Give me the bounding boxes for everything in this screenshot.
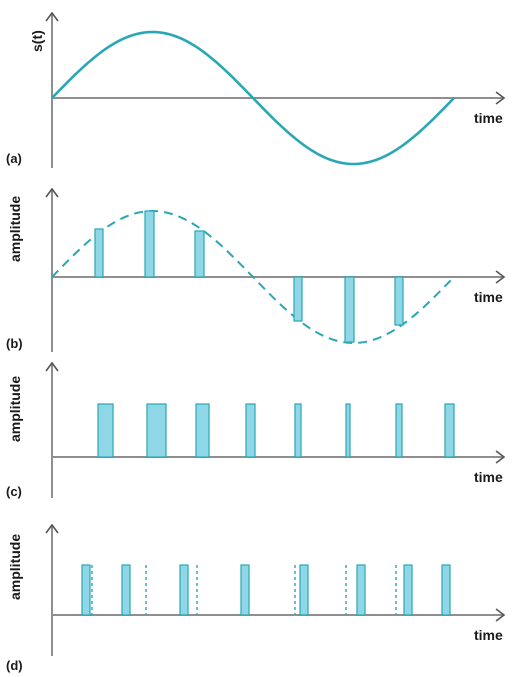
panel-d: amplitude time (d): [6, 523, 506, 673]
panel-a-y-arrow: [45, 11, 59, 22]
panel-c-pulse-1: [97, 403, 114, 458]
panel-c-pulse-4: [245, 403, 256, 458]
panel-c-pulse-2: [146, 403, 167, 458]
panel-d-pulse-4: [240, 564, 250, 616]
panel-a-ylabel: s(t): [29, 30, 45, 52]
panel-d-tag: (d): [6, 658, 23, 673]
panel-b-pulse-1: [94, 228, 104, 278]
panel-c-x-arrow: [495, 450, 506, 464]
panel-d-ylabel: amplitude: [7, 534, 23, 600]
panel-c-pulse-6: [345, 403, 351, 458]
panel-b-xlabel: time: [474, 289, 503, 305]
panel-c-y-arrow: [45, 361, 59, 372]
panel-b-pulse-5: [344, 276, 355, 343]
panel-d-x-arrow: [495, 608, 506, 622]
panel-c-xlabel: time: [474, 469, 503, 485]
panel-d-pulse-6: [356, 564, 366, 616]
panel-a-x-arrow: [495, 91, 506, 105]
panel-c-tag: (c): [6, 484, 22, 499]
panel-c: amplitude time (c): [6, 361, 506, 499]
panel-b-y-arrow: [45, 187, 59, 198]
panel-d-pulse-7: [403, 564, 413, 616]
panel-c-pulse-3: [195, 403, 210, 458]
panel-b-pulse-4: [293, 276, 303, 322]
panel-d-y-arrow: [45, 523, 59, 534]
panel-b-ylabel: amplitude: [7, 196, 23, 262]
panel-d-pulse-8: [441, 564, 451, 616]
panel-c-pulse-5: [294, 403, 302, 458]
panel-a-tag: (a): [6, 151, 22, 166]
panel-d-pulse-3: [179, 564, 189, 616]
panel-b-pulse-3: [194, 230, 205, 278]
panel-b-x-arrow: [495, 270, 506, 284]
panel-d-pulse-1: [81, 564, 91, 616]
panel-a: s(t) time (a): [6, 11, 506, 168]
panel-a-sine-wave: [51, 30, 455, 166]
panel-b-pulse-2: [144, 210, 155, 278]
panel-b-dashed-sine: [51, 209, 455, 345]
panel-b: amplitude time (b): [6, 187, 506, 352]
panel-c-pulse-7: [395, 403, 403, 458]
panel-d-pulse-5: [299, 564, 309, 616]
panel-a-xlabel: time: [474, 110, 503, 126]
panel-c-pulse-8: [444, 403, 455, 458]
panel-d-xlabel: time: [474, 627, 503, 643]
panel-b-pulse-6: [394, 276, 404, 326]
panel-b-tag: (b): [6, 336, 23, 351]
panel-d-pulse-2: [121, 564, 131, 616]
panel-c-ylabel: amplitude: [7, 376, 23, 442]
